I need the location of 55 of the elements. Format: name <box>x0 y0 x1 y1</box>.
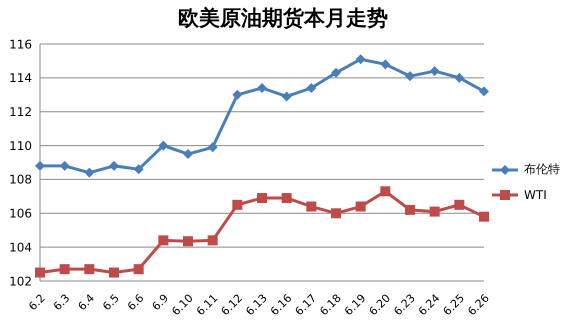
x-tick-label: 6.5 <box>100 292 122 314</box>
point <box>60 160 70 171</box>
y-tick-label: 110 <box>9 138 32 153</box>
y-tick-label: 116 <box>9 37 32 52</box>
point <box>430 66 440 76</box>
y-tick-label: 114 <box>9 71 32 86</box>
point <box>306 83 316 94</box>
y-tick-label: 112 <box>9 104 32 119</box>
point <box>257 83 267 94</box>
point <box>282 91 292 102</box>
x-tick-label: 6.3 <box>50 292 72 314</box>
point <box>183 149 193 160</box>
point <box>331 208 341 218</box>
point <box>356 202 366 212</box>
point <box>84 264 94 274</box>
point <box>380 59 390 70</box>
point <box>158 235 168 246</box>
point <box>430 206 440 217</box>
point <box>331 68 341 78</box>
point <box>479 86 489 96</box>
point <box>208 142 218 152</box>
point <box>84 168 94 178</box>
y-tick-label: 108 <box>9 172 32 187</box>
legend-label: 布伦特 <box>524 161 560 178</box>
point <box>257 193 267 204</box>
point <box>232 200 242 210</box>
legend-label: WTI <box>524 188 547 202</box>
x-tick-label: 6.2 <box>26 292 48 314</box>
chart-title: 欧美原油期货本月走势 <box>177 4 389 32</box>
point <box>134 164 144 174</box>
x-tick-label: 6.6 <box>124 292 146 314</box>
point <box>35 268 45 278</box>
point <box>109 268 119 278</box>
point <box>134 264 144 274</box>
point <box>109 160 119 171</box>
x-tick-label: 6.4 <box>76 292 98 314</box>
point <box>232 90 242 100</box>
point <box>454 72 464 83</box>
x-tick-label: 6.9 <box>150 292 172 314</box>
point <box>306 202 316 212</box>
point <box>405 71 415 82</box>
point <box>35 160 45 171</box>
y-tick-label: 102 <box>9 274 32 288</box>
point <box>479 212 489 222</box>
point <box>60 264 70 274</box>
point <box>454 200 464 210</box>
point <box>282 193 292 204</box>
y-tick-label: 106 <box>9 206 32 221</box>
point <box>380 186 390 196</box>
point <box>405 204 415 215</box>
point <box>208 235 218 246</box>
point <box>183 236 193 246</box>
y-tick-label: 104 <box>9 240 32 254</box>
point <box>356 54 366 64</box>
point <box>158 140 168 151</box>
